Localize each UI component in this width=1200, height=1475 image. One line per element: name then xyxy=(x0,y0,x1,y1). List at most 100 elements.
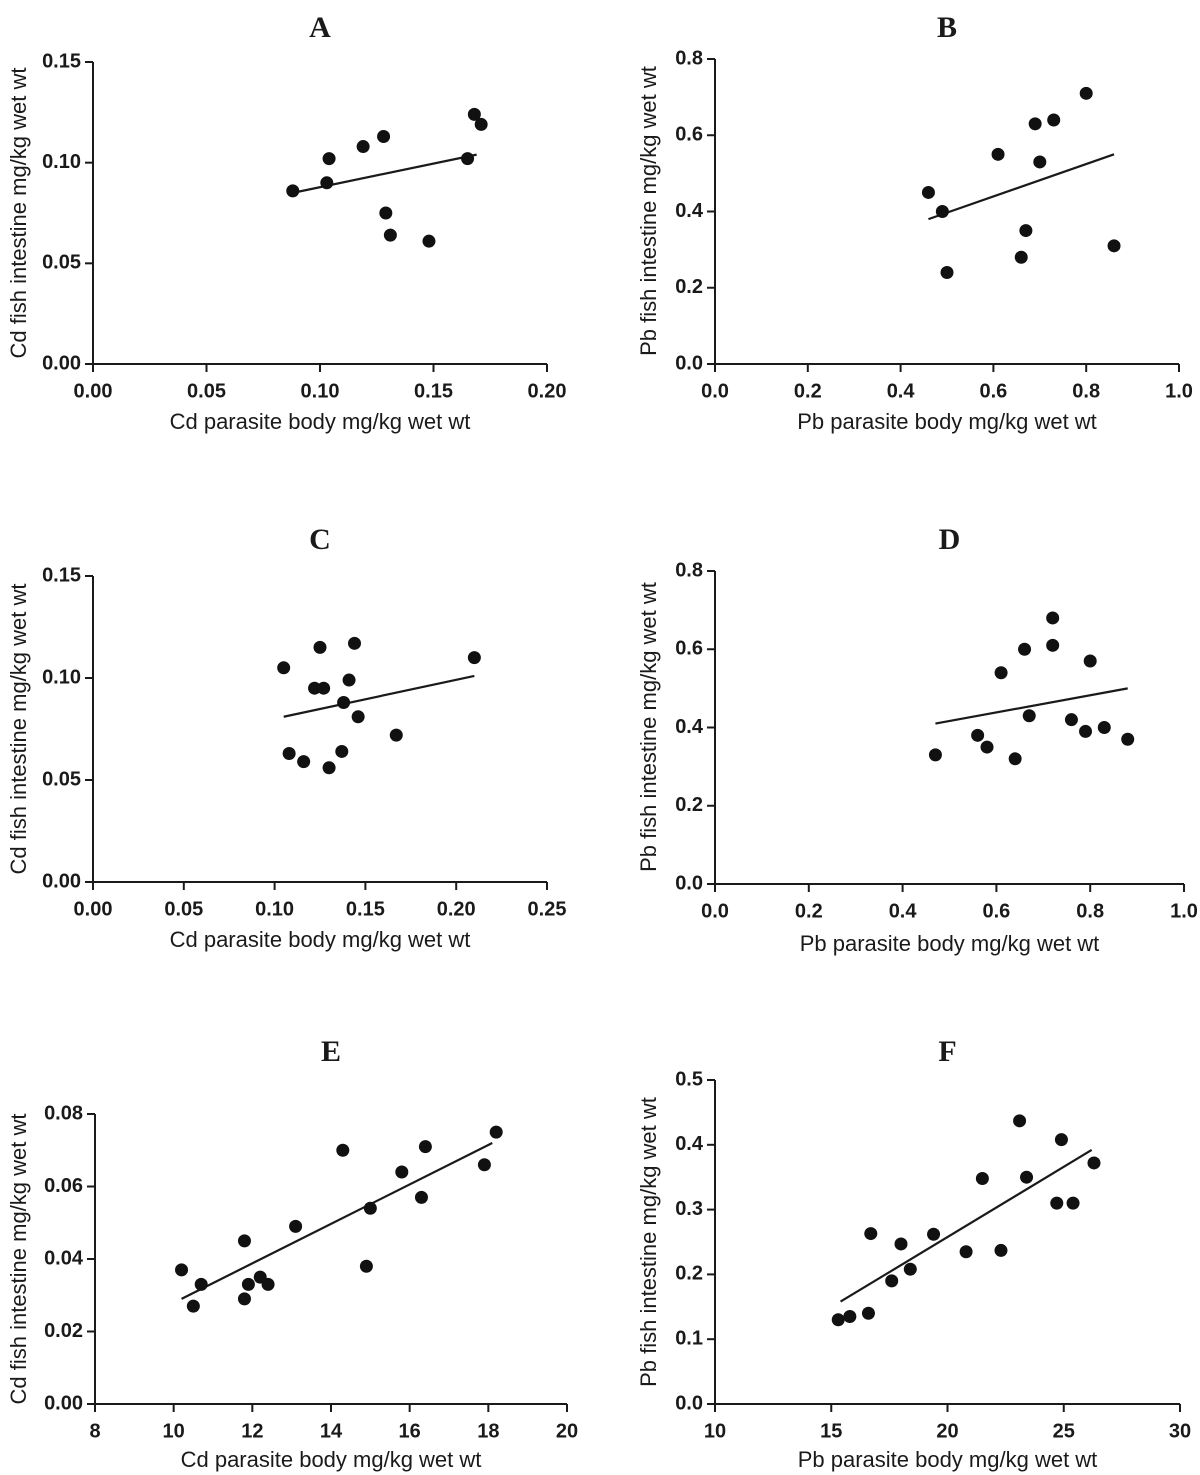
x-tick-label: 1.0 xyxy=(1165,380,1193,402)
y-tick-label: 0.2 xyxy=(675,794,703,816)
data-point xyxy=(1046,611,1060,625)
data-point xyxy=(289,1219,303,1233)
y-tick-label: 0.6 xyxy=(675,638,703,660)
x-tick-label: 0.00 xyxy=(74,380,113,402)
y-tick-label: 0.3 xyxy=(675,1198,703,1220)
data-point xyxy=(1083,654,1097,668)
data-point xyxy=(237,1234,251,1248)
x-tick-label: 30 xyxy=(1169,1420,1191,1442)
y-tick-label: 0.0 xyxy=(675,352,703,374)
x-tick-label: 14 xyxy=(320,1420,343,1442)
x-axis-title: Cd parasite body mg/kg wet wt xyxy=(170,409,471,434)
data-point xyxy=(422,234,436,248)
data-point xyxy=(1097,721,1111,734)
panel-letter-e: E xyxy=(321,1035,341,1068)
y-axis-title: Pb fish intestine mg/kg wet wt xyxy=(636,66,661,356)
x-tick-label: 0.2 xyxy=(794,380,822,402)
x-tick-label: 0.05 xyxy=(187,380,226,402)
data-point xyxy=(467,651,481,665)
data-point xyxy=(991,147,1005,161)
panel-letter-a: A xyxy=(309,11,331,44)
data-point xyxy=(1008,752,1022,766)
y-tick-label: 0.1 xyxy=(675,1327,703,1349)
x-tick-label: 0.6 xyxy=(979,380,1007,402)
y-tick-label: 0.05 xyxy=(42,252,81,274)
y-tick-label: 0.4 xyxy=(675,200,704,222)
regression-line xyxy=(928,153,1115,221)
panel-letter-d: D xyxy=(939,523,961,556)
data-point xyxy=(383,228,397,242)
data-point xyxy=(282,746,296,760)
data-point xyxy=(831,1313,845,1327)
data-point xyxy=(335,744,349,758)
x-tick-label: 0.0 xyxy=(701,900,729,922)
data-point xyxy=(313,640,327,654)
y-axis-title: Cd fish intestine mg/kg wet wt xyxy=(6,1113,31,1404)
data-point xyxy=(975,1171,989,1185)
y-axis-title: Pb fish intestine mg/kg wet wt xyxy=(636,1097,661,1387)
y-axis-title: Cd fish intestine mg/kg wet wt xyxy=(6,583,31,874)
data-point xyxy=(1121,732,1135,746)
x-tick-label: 20 xyxy=(936,1420,958,1442)
data-point xyxy=(336,1143,350,1157)
x-tick-label: 0.8 xyxy=(1072,380,1100,402)
x-tick-label: 25 xyxy=(1053,1420,1075,1442)
x-tick-label: 1.0 xyxy=(1170,900,1198,922)
y-tick-label: 0.00 xyxy=(44,1392,83,1414)
x-tick-label: 0.6 xyxy=(982,900,1010,922)
data-point xyxy=(297,755,311,769)
x-tick-label: 0.2 xyxy=(795,900,823,922)
data-point xyxy=(186,1299,200,1313)
data-point xyxy=(1050,1196,1064,1210)
data-point xyxy=(1079,724,1093,738)
data-point xyxy=(1054,1133,1068,1147)
data-point xyxy=(885,1274,899,1288)
data-point xyxy=(1046,638,1060,652)
data-point xyxy=(317,681,331,695)
data-point xyxy=(477,1158,491,1172)
x-tick-label: 0.4 xyxy=(887,380,916,402)
data-point xyxy=(1019,224,1033,238)
x-tick-label: 0.25 xyxy=(528,898,567,920)
x-tick-label: 0.15 xyxy=(346,898,385,920)
data-point xyxy=(389,728,403,742)
data-point xyxy=(1014,250,1028,264)
y-tick-label: 0.8 xyxy=(675,559,703,581)
data-point xyxy=(395,1165,409,1179)
panel-letter-b: B xyxy=(937,11,957,44)
data-point xyxy=(286,184,300,198)
x-tick-label: 16 xyxy=(399,1420,421,1442)
y-tick-label: 0.00 xyxy=(42,870,81,892)
data-point xyxy=(843,1310,857,1324)
data-point xyxy=(308,681,322,695)
data-point xyxy=(1020,1170,1034,1184)
data-point xyxy=(994,1243,1008,1257)
y-tick-label: 0.10 xyxy=(42,151,81,173)
x-axis-title: Pb parasite body mg/kg wet wt xyxy=(800,931,1100,956)
data-point xyxy=(322,152,336,166)
data-point xyxy=(994,666,1008,680)
data-point xyxy=(277,661,291,675)
y-tick-label: 0.6 xyxy=(675,124,703,146)
data-point xyxy=(1087,1156,1101,1170)
data-point xyxy=(379,206,393,220)
y-tick-label: 0.0 xyxy=(675,872,703,894)
data-point xyxy=(237,1292,251,1306)
x-tick-label: 0.10 xyxy=(301,380,340,402)
data-point xyxy=(894,1237,908,1251)
x-axis-title: Pb parasite body mg/kg wet wt xyxy=(797,409,1097,434)
x-axis-title: Cd parasite body mg/kg wet wt xyxy=(181,1447,482,1472)
data-point xyxy=(940,266,954,279)
x-tick-label: 12 xyxy=(241,1420,263,1442)
data-point xyxy=(921,185,935,199)
x-tick-label: 0.0 xyxy=(701,380,729,402)
x-tick-label: 0.15 xyxy=(414,380,453,402)
data-point xyxy=(377,129,391,143)
regression-line xyxy=(935,687,1128,725)
data-point xyxy=(980,740,994,754)
x-tick-label: 0.20 xyxy=(437,898,476,920)
x-tick-label: 10 xyxy=(163,1420,185,1442)
data-point xyxy=(241,1277,255,1291)
y-tick-label: 0.5 xyxy=(675,1068,703,1090)
data-point xyxy=(1013,1114,1027,1128)
